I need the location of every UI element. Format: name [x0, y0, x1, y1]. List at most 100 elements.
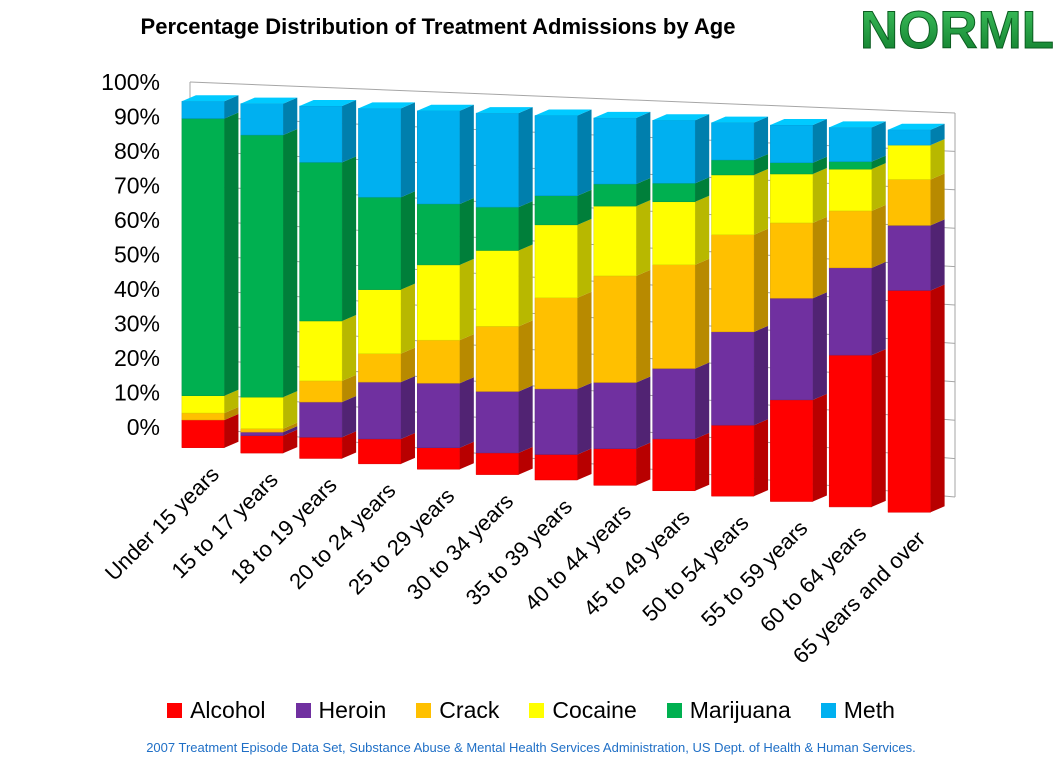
bar-segment-side	[518, 446, 533, 475]
y-tick-label: 80%	[114, 138, 160, 164]
bar-top-face	[829, 121, 886, 128]
bar-segment-front	[299, 162, 343, 322]
bar-segment-side	[930, 139, 945, 180]
legend-label: Cocaine	[552, 697, 637, 723]
bar-segment-side	[283, 429, 298, 454]
bar-segment-front	[828, 210, 873, 269]
bar-segment-front	[240, 134, 284, 398]
source-note: 2007 Treatment Episode Data Set, Substan…	[146, 740, 916, 755]
bar-segment-side	[342, 156, 357, 321]
legend-label: Alcohol	[190, 697, 266, 723]
bar-segment-side	[518, 385, 533, 453]
bar-segment-side	[518, 201, 533, 251]
legend-swatch	[529, 703, 545, 718]
bar-segment-side	[871, 163, 886, 211]
bar-segment-side	[283, 422, 298, 433]
bar-segment-front	[299, 380, 343, 403]
bar-segment-side	[518, 320, 533, 392]
bar-segment-front	[593, 448, 637, 486]
legend-item: Meth	[820, 697, 895, 724]
bar-segment-front	[475, 250, 519, 327]
bar-segment-front	[475, 112, 519, 208]
bar-segment-side	[636, 376, 651, 449]
bar-segment-side	[871, 204, 886, 268]
bar-segment-front	[887, 225, 931, 291]
bar-segment-side	[459, 441, 474, 470]
bar-segment-side	[577, 109, 592, 196]
bar-segment-side	[224, 95, 239, 119]
bar-segment-front	[593, 117, 637, 185]
bar-segment-side	[342, 431, 357, 459]
y-tick-label: 20%	[114, 345, 160, 371]
bar-segment-side	[342, 374, 357, 403]
y-tick-label: 90%	[114, 104, 160, 130]
bar-segment-front	[534, 297, 578, 390]
bar-segment-front	[711, 234, 755, 333]
bar-segment-side	[812, 292, 827, 400]
bar-column	[711, 116, 769, 497]
bar-segment-front	[240, 428, 284, 433]
bar-segment-front	[475, 391, 519, 454]
bar-segment-side	[459, 258, 474, 341]
bar-segment-side	[400, 283, 415, 354]
bar-segment-side	[400, 376, 415, 439]
bar-segment-side	[342, 314, 357, 381]
bar-segment-side	[283, 129, 298, 398]
bar-segment-side	[695, 362, 710, 439]
bar-segment-front	[240, 435, 284, 454]
bar-segment-side	[459, 197, 474, 265]
bar-segment-side	[224, 112, 239, 396]
bar-column	[652, 114, 710, 492]
legend-swatch	[416, 703, 432, 718]
bar-segment-front	[358, 196, 402, 290]
bar-segment-side	[812, 156, 827, 174]
bar-segment-side	[871, 155, 886, 170]
bar-segment-side	[224, 407, 239, 420]
bar-segment-front	[711, 331, 755, 426]
legend-swatch	[167, 703, 183, 718]
legend-swatch	[820, 703, 836, 718]
y-tick-label: 60%	[114, 207, 160, 233]
bar-segment-side	[577, 448, 592, 480]
bar-segment-front	[299, 320, 343, 382]
bar-segment-front	[593, 183, 637, 207]
bar-segment-side	[871, 121, 886, 162]
bar-segment-front	[652, 201, 696, 266]
bar-segment-front	[417, 203, 461, 266]
bar-segment-front	[828, 127, 873, 162]
bar-segment-front	[887, 290, 931, 513]
bar-segment-front	[299, 437, 343, 459]
bar-segment-front	[475, 206, 519, 251]
bar-segment-front	[770, 399, 814, 502]
bar-segment-front	[181, 412, 225, 421]
bar-segment-front	[181, 118, 225, 396]
bar-segment-front	[181, 395, 225, 414]
bar-top-face	[770, 119, 827, 126]
bar-top-face	[888, 123, 945, 130]
bar-segment-front	[828, 168, 873, 212]
bar-segment-side	[695, 432, 710, 491]
bar-segment-front	[652, 183, 696, 203]
bar-segment-side	[518, 107, 533, 208]
bar-segment-front	[828, 161, 873, 170]
bar-segment-front	[358, 108, 402, 198]
bar-segment-side	[636, 111, 651, 185]
bar-segment-front	[417, 339, 461, 384]
bar-segment-front	[475, 326, 519, 392]
y-tick-label: 40%	[114, 276, 160, 302]
bar-segment-front	[299, 105, 343, 163]
bar-segment-side	[812, 167, 827, 223]
bar-column	[299, 99, 357, 459]
bar-top-face	[593, 111, 651, 118]
bar-segment-side	[754, 116, 769, 161]
bar-segment-front	[358, 438, 402, 465]
bar-segment-side	[695, 195, 710, 265]
bar-segment-side	[283, 391, 298, 429]
y-tick-label: 10%	[114, 380, 160, 406]
y-axis-ticks: 0% 10% 20% 30% 40% 50% 60% 70% 80% 90% 100%	[101, 69, 160, 440]
bar-segment-side	[812, 119, 827, 163]
bar-segment-side	[636, 442, 651, 486]
bar-segment-front	[711, 122, 755, 161]
bar-segment-front	[358, 289, 402, 354]
bar-segment-front	[711, 424, 755, 497]
